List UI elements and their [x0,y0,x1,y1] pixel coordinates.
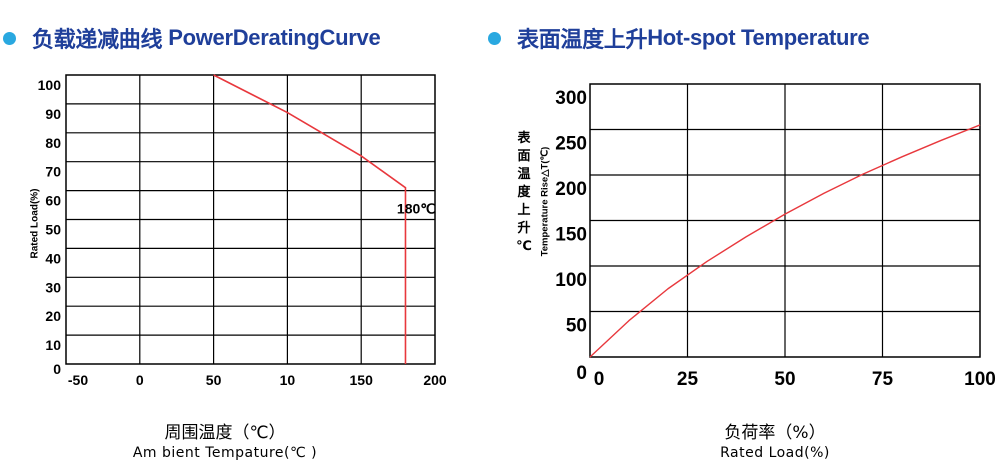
y-tick-label: 20 [45,308,61,324]
y-tick-label: 10 [45,337,61,353]
derating-x-axis-caption: 周围温度（℃） Am bient Tempature(℃ ) [110,418,340,461]
y-tick-label: 70 [45,164,61,180]
hotspot-y-label-char: 温 [517,167,531,182]
bullet-dot-icon [488,31,501,45]
y-tick-label: 50 [45,222,61,238]
y-tick-label: 30 [45,279,61,295]
derating-x-label-cn: 周围温度（℃） [164,423,286,443]
derating-chart-panel: 负载递减曲线 PowerDeratingCurve Rated Load(%) … [0,0,470,471]
derating-chart-heading: 负载递减曲线 PowerDeratingCurve [3,22,381,54]
x-tick-label: 200 [423,372,447,388]
x-tick-label: 50 [206,372,222,388]
y-tick-label: 100 [555,270,587,291]
plot-frame [65,74,436,365]
y-tick-label: 150 [555,225,587,246]
hotspot-y-label-char: 上 [517,203,531,218]
y-tick-label: 300 [555,88,587,109]
hotspot-title-cn: 表面温度上升 [517,27,648,52]
x-tick-label: 0 [136,372,144,388]
x-tick-label: 10 [280,372,296,388]
bullet-dot-icon [3,31,16,45]
derating-title-cn: 负载递减曲线 [32,27,163,52]
hotspot-x-label-cn: 负荷率（%） [724,423,826,443]
hotspot-x-axis-caption: 负荷率（%） Rated Load(%) [690,418,860,461]
x-tick-label: 0 [594,369,605,390]
hotspot-title-en: Hot-spot Temperature [647,25,870,50]
y-tick-label: 40 [45,250,61,266]
hotspot-chart-panel: 表面温度上升 Hot-spot Temperature 表面温度上升 ℃ Temp… [470,0,1006,471]
y-tick-label: 200 [555,179,587,200]
hotspot-y-label-char: ℃ [516,239,532,254]
hotspot-y-label-char: 表 [517,131,531,146]
y-tick-label: 250 [555,134,587,155]
hotspot-y-label-char: 升 [517,221,531,236]
derating-x-label-en: Am bient Tempature(℃ ) [132,445,318,461]
hotspot-y-label-char: 度 [517,185,531,200]
y-tick-label: 90 [45,106,61,122]
plot-frame [589,83,981,358]
y-tick-label: 80 [45,135,61,151]
y-tick-label: 0 [576,363,587,384]
x-tick-label: 75 [872,369,894,390]
hotspot-y-label-char: 面 [517,149,531,164]
y-tick-label: 60 [45,193,61,209]
x-tick-label: 150 [350,372,374,388]
x-tick-label: -50 [68,372,88,388]
derating-curve-line [213,74,407,364]
annotation-180c: 180℃ [397,200,436,216]
derating-title-en: PowerDeratingCurve [168,25,381,50]
hotspot-y-axis-label-cn: 表面温度上升 ℃ [516,130,532,256]
x-tick-label: 25 [677,369,699,390]
derating-chart-svg: 0 10 20 30 40 50 60 70 80 90 100 -50 0 50 10 150 200 180℃ [38,74,447,388]
x-tick-label: 100 [964,369,996,390]
y-tick-label: 50 [566,316,587,337]
x-tick-label: 50 [774,369,795,390]
y-tick-label: 0 [53,361,61,377]
y-tick-label: 100 [38,77,62,93]
hotspot-chart-heading: 表面温度上升 Hot-spot Temperature [488,22,870,54]
hotspot-curve-line [589,124,981,358]
hotspot-x-label-en: Rated Load(%) [720,445,830,461]
hotspot-chart-svg: 0 50 100 150 200 250 300 0 25 50 75 100 [555,83,996,390]
